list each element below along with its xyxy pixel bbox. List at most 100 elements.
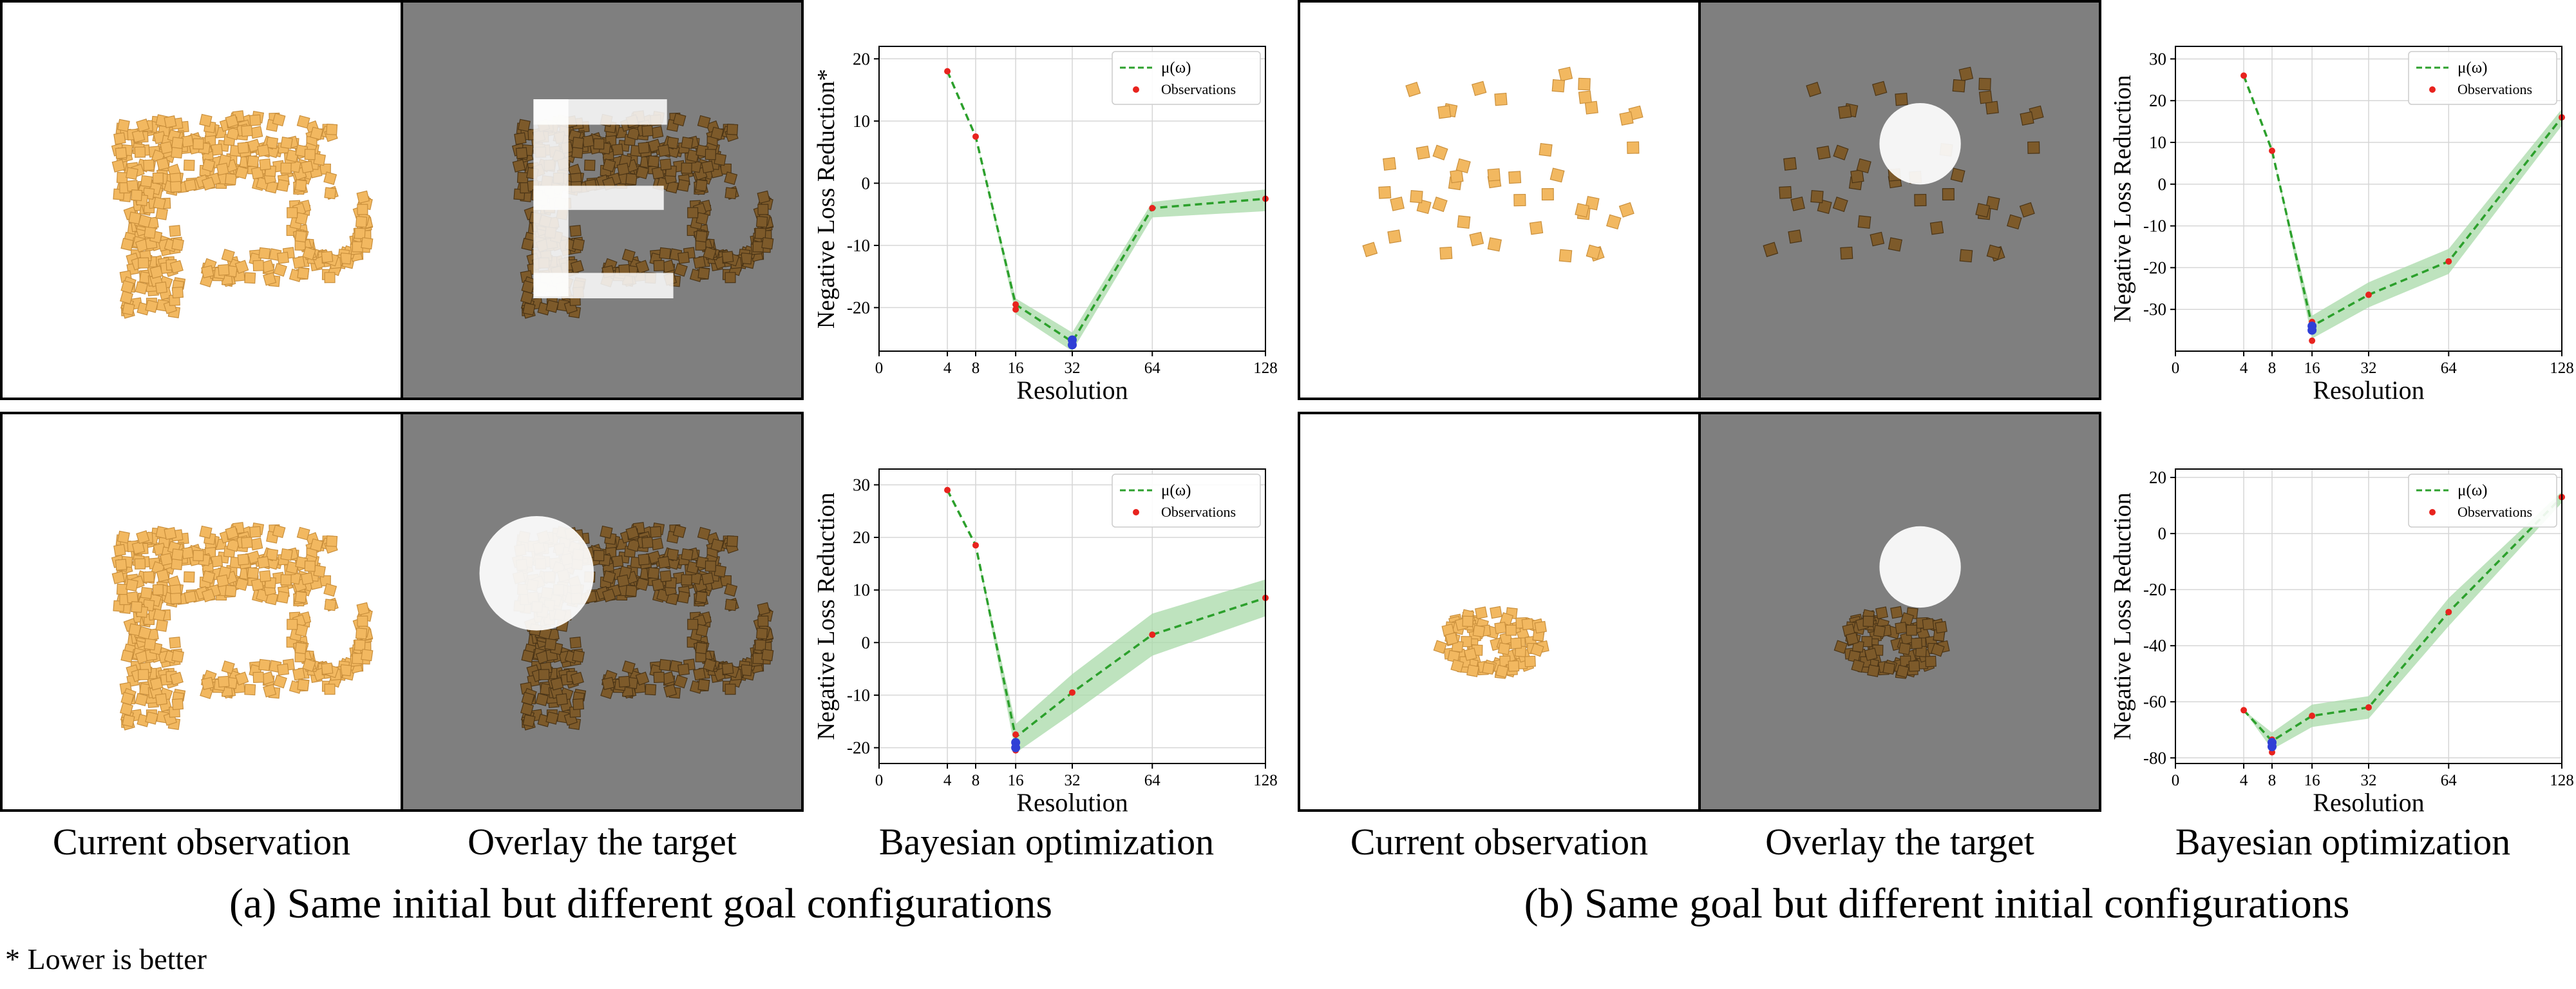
block: [258, 247, 271, 260]
target-circle: [1879, 102, 1961, 185]
block: [235, 166, 249, 180]
observation-point: [1149, 204, 1156, 211]
observation-point: [2365, 704, 2372, 711]
block: [122, 714, 135, 727]
block: [697, 115, 711, 129]
block: [171, 137, 184, 149]
block: [1433, 640, 1448, 654]
legend-observation-swatch: [1133, 509, 1139, 515]
block: [225, 584, 237, 597]
x-tick-label: 64: [2441, 360, 2458, 377]
block: [601, 588, 616, 602]
block: [272, 113, 286, 127]
block: [681, 548, 694, 561]
block: [681, 136, 694, 149]
observation-point: [2240, 72, 2248, 79]
block: [183, 571, 195, 583]
block: [618, 675, 630, 688]
x-tick-label: 64: [1144, 360, 1161, 377]
block: [155, 693, 167, 706]
target-letter-e: [533, 99, 674, 299]
block: [156, 157, 170, 171]
block: [1529, 221, 1544, 235]
block: [184, 178, 197, 192]
block: [131, 129, 146, 143]
block: [138, 257, 149, 269]
block: [117, 530, 130, 544]
x-tick-label: 8: [2268, 772, 2277, 789]
block: [297, 267, 310, 280]
block: [140, 586, 153, 599]
block: [663, 684, 677, 698]
block: [1541, 188, 1554, 201]
block: [658, 555, 670, 569]
block: [555, 693, 568, 706]
block: [1469, 231, 1484, 247]
x-tick-label: 16: [2304, 360, 2320, 377]
block: [695, 642, 708, 655]
y-tick-label: 10: [2149, 133, 2166, 152]
y-tick-label: -10: [2143, 216, 2166, 236]
block: [1898, 642, 1911, 655]
block: [677, 591, 690, 604]
y-tick-label: -30: [2143, 300, 2166, 319]
block: [1882, 662, 1895, 675]
x-tick-label: 8: [972, 360, 980, 377]
block: [1833, 144, 1849, 160]
block: [199, 113, 213, 128]
block: [1383, 157, 1397, 171]
observation-point: [2240, 707, 2248, 714]
block: [171, 649, 184, 663]
block: [273, 675, 287, 689]
block: [113, 544, 126, 557]
block: [1810, 189, 1824, 204]
block: [582, 135, 594, 148]
footnote: * Lower is better: [5, 943, 207, 975]
block: [273, 263, 287, 277]
y-tick-label: -20: [2143, 258, 2166, 277]
block: [143, 159, 155, 171]
block: [221, 660, 235, 675]
block: [1833, 640, 1848, 654]
block: [152, 172, 164, 184]
y-tick-label: -20: [2143, 580, 2166, 599]
x-tick-label: 0: [2172, 360, 2180, 377]
block: [2020, 111, 2034, 126]
block: [1783, 157, 1797, 171]
block: [593, 550, 605, 562]
caption-overlay-target-a: Overlay the target: [468, 821, 737, 863]
block: [693, 256, 706, 269]
block: [695, 179, 708, 192]
block: [2007, 214, 2022, 230]
block: [1975, 202, 1991, 218]
block: [169, 637, 181, 649]
y-tick-label: 20: [853, 528, 870, 547]
block: [321, 251, 334, 264]
y-tick-label: 0: [862, 633, 871, 652]
legend-box: [1112, 51, 1261, 105]
block: [1462, 615, 1473, 628]
block: [635, 671, 650, 686]
block: [221, 249, 235, 263]
best-point: [2307, 325, 2317, 335]
block: [1895, 621, 1908, 635]
blocks-image-b2-overlay: [1833, 526, 1961, 679]
observation-point: [944, 486, 951, 494]
block: [1790, 197, 1805, 211]
x-tick-label: 8: [2268, 360, 2277, 377]
block: [226, 538, 240, 552]
block: [234, 671, 249, 686]
y-tick-label: 20: [2149, 91, 2166, 110]
block: [726, 535, 739, 547]
target-circle: [479, 515, 594, 631]
observation-point: [1012, 731, 1019, 738]
block: [512, 159, 526, 173]
legend-box: [2408, 51, 2557, 105]
observation-point: [2365, 291, 2372, 298]
block: [686, 561, 700, 575]
block: [258, 658, 271, 671]
block: [247, 567, 260, 579]
blocks-image-a1-current: [111, 110, 374, 319]
block: [570, 260, 584, 274]
block: [323, 583, 337, 597]
